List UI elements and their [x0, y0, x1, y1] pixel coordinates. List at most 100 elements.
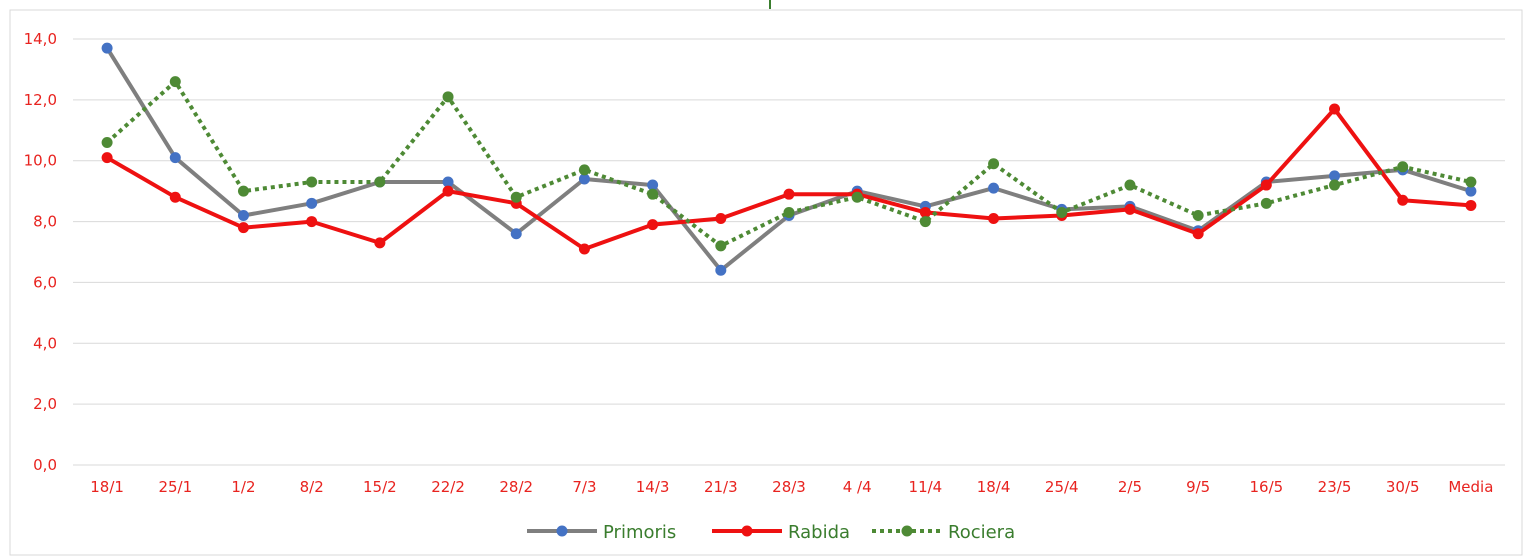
x-tick-label: 28/3	[772, 478, 806, 496]
x-tick-label: 8/2	[300, 478, 324, 496]
series-line-primoris	[105, 47, 1472, 273]
data-point	[1192, 209, 1204, 221]
x-tick-label: 28/2	[499, 478, 533, 496]
data-point	[647, 219, 659, 231]
data-point	[988, 158, 1000, 170]
data-point	[1124, 179, 1136, 191]
data-point	[1397, 194, 1409, 206]
y-tick-label: 14,0	[24, 30, 57, 48]
x-tick-label: 18/4	[977, 478, 1011, 496]
legend-swatch-marker	[741, 525, 753, 537]
x-tick-label: 22/2	[431, 478, 465, 496]
data-point	[169, 152, 181, 164]
data-point	[442, 91, 454, 103]
x-tick-label: 15/2	[363, 478, 397, 496]
x-tick-label: 30/5	[1386, 478, 1420, 496]
series-group	[101, 42, 1477, 276]
data-point	[1329, 179, 1341, 191]
series-rociera	[101, 76, 1477, 252]
data-point	[237, 185, 249, 197]
data-point	[647, 179, 659, 191]
data-point	[169, 191, 181, 203]
data-point	[715, 264, 727, 276]
data-point	[1329, 103, 1341, 115]
data-point	[1124, 203, 1136, 215]
data-point	[919, 206, 931, 218]
x-axis: 18/1 25/1 1/2 8/2 15/2 22/2 28/2 7/3 14/3 21/3 28/…	[90, 478, 1493, 496]
legend-item-rabida: Rabida	[712, 522, 850, 543]
data-point	[715, 213, 727, 225]
y-tick-label: 4,0	[33, 334, 57, 352]
data-point	[988, 213, 1000, 225]
data-point	[510, 191, 522, 203]
x-tick-label: Media	[1448, 478, 1493, 496]
data-point	[374, 176, 386, 188]
x-tick-label: 11/4	[909, 478, 943, 496]
data-point	[578, 164, 590, 176]
x-tick-label: 7/3	[572, 478, 596, 496]
data-point	[1329, 170, 1341, 182]
y-tick-label: 0,0	[33, 456, 57, 474]
data-point	[578, 173, 590, 185]
legend: Primoris Rabida Rociera	[527, 522, 1015, 543]
x-tick-label: 25/4	[1045, 478, 1079, 496]
legend-item-primoris: Primoris	[527, 522, 676, 543]
x-tick-label: 2/5	[1118, 478, 1142, 496]
series-primoris	[101, 42, 1477, 276]
data-point	[237, 222, 249, 234]
data-point	[237, 209, 249, 221]
data-point	[510, 228, 522, 240]
legend-item-rociera: Rociera	[872, 522, 1015, 543]
x-tick-label: 25/1	[158, 478, 192, 496]
x-tick-label: 14/3	[636, 478, 670, 496]
data-point	[101, 152, 113, 164]
data-point	[1465, 185, 1477, 197]
y-tick-label: 12,0	[24, 91, 57, 109]
data-point	[101, 136, 113, 148]
x-tick-label: 18/1	[90, 478, 124, 496]
data-point	[988, 182, 1000, 194]
x-tick-label: 9/5	[1186, 478, 1210, 496]
legend-swatch-marker	[556, 525, 568, 537]
data-point	[919, 216, 931, 228]
data-point	[783, 206, 795, 218]
x-tick-label: 1/2	[231, 478, 255, 496]
data-point	[647, 188, 659, 200]
x-tick-label: 21/3	[704, 478, 738, 496]
gridlines	[73, 38, 1505, 466]
data-point	[306, 216, 318, 228]
y-tick-label: 8,0	[33, 213, 57, 231]
data-point	[374, 237, 386, 249]
data-point	[306, 197, 318, 209]
legend-swatch-marker	[901, 525, 913, 537]
legend-label: Rociera	[948, 522, 1015, 543]
data-point	[1192, 228, 1204, 240]
data-point	[783, 188, 795, 200]
data-point	[1465, 199, 1477, 211]
legend-label: Rabida	[788, 522, 850, 543]
data-point	[1056, 206, 1068, 218]
data-point	[169, 76, 181, 88]
series-rabida	[101, 103, 1477, 255]
x-tick-label: 4 /4	[843, 478, 872, 496]
x-tick-label: 16/5	[1249, 478, 1283, 496]
y-axis: 0,0 2,0 4,0 6,0 8,0 10,0 12,0 14,0	[24, 30, 57, 474]
data-point	[578, 243, 590, 255]
data-point	[1465, 176, 1477, 188]
y-tick-label: 10,0	[24, 152, 57, 170]
legend-label: Primoris	[603, 522, 676, 543]
data-point	[101, 42, 113, 54]
data-point	[1397, 161, 1409, 173]
data-point	[442, 185, 454, 197]
data-point	[1260, 197, 1272, 209]
data-point	[715, 240, 727, 252]
data-point	[442, 176, 454, 188]
data-point	[851, 191, 863, 203]
y-tick-label: 2,0	[33, 395, 57, 413]
data-point	[1260, 179, 1272, 191]
y-tick-label: 6,0	[33, 273, 57, 291]
x-tick-label: 23/5	[1318, 478, 1352, 496]
chart-frame	[9, 9, 1523, 556]
